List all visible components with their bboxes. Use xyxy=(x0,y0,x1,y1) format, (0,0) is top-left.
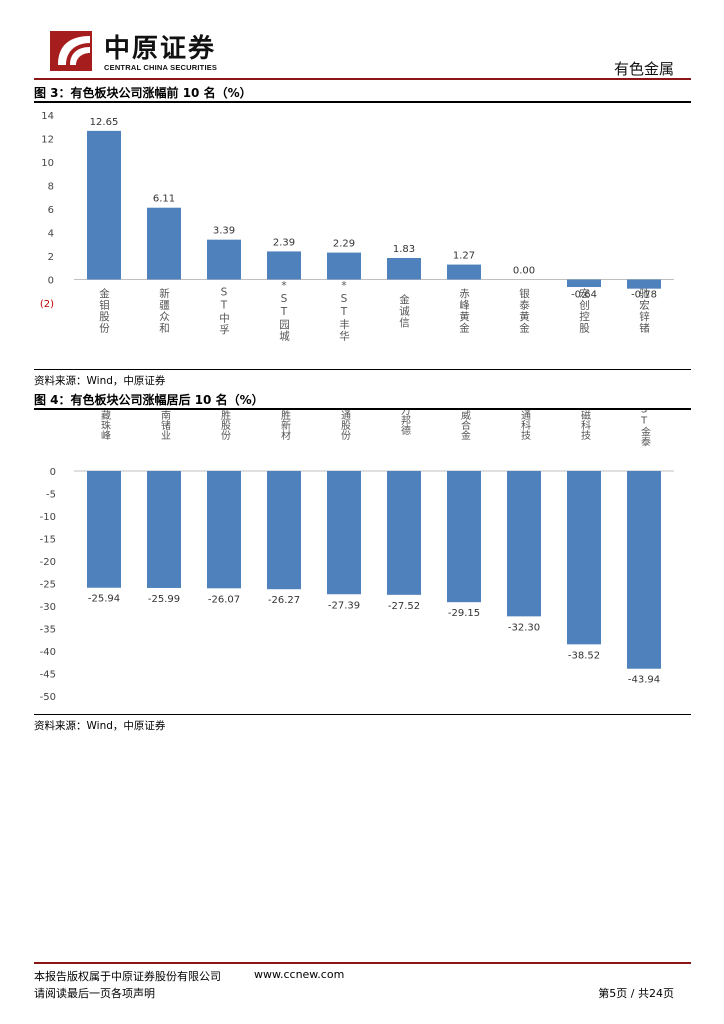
data-label: 1.27 xyxy=(453,251,475,262)
y-tick-label: -40 xyxy=(40,647,56,658)
bar xyxy=(267,251,301,280)
category-label: 金诚信 xyxy=(398,293,410,328)
report-section: 有色金属 xyxy=(613,60,674,78)
y-tick-label: -15 xyxy=(40,535,56,546)
y-tick-label: 0 xyxy=(48,276,54,287)
category-label: 银泰黄金 xyxy=(518,287,530,334)
category-label: 龙磁科技 xyxy=(579,410,591,441)
data-label: 2.29 xyxy=(333,239,355,250)
bar xyxy=(267,471,301,590)
y-tick-label: -20 xyxy=(40,557,56,568)
bar xyxy=(627,471,661,669)
category-label: *ST园城 xyxy=(278,280,290,342)
figure-4-bottom-rule xyxy=(34,714,691,715)
data-label: -26.07 xyxy=(208,594,240,605)
data-label: -26.27 xyxy=(268,595,300,606)
data-label: -38.52 xyxy=(568,650,600,661)
data-label: -32.30 xyxy=(508,622,540,633)
y-tick-label: 8 xyxy=(48,182,54,193)
category-label: 新疆众和 xyxy=(158,287,170,334)
bar xyxy=(567,279,601,288)
figure-4-top-rule xyxy=(34,408,691,410)
footer-website[interactable]: www.ccnew.com xyxy=(254,968,345,981)
bar xyxy=(327,471,361,595)
bar xyxy=(387,257,421,280)
company-logo-icon xyxy=(50,31,100,71)
figure-4-source: 资料来源：Wind，中原证券 xyxy=(34,720,166,732)
footer-copyright: 本报告版权属于中原证券股份有限公司 xyxy=(34,970,221,983)
category-label: ST中孚 xyxy=(218,287,230,336)
header-divider xyxy=(34,78,691,80)
category-label: 天通股份 xyxy=(339,410,351,441)
bar xyxy=(147,207,181,280)
data-label: 6.11 xyxy=(153,194,175,205)
bar xyxy=(87,130,121,280)
bar xyxy=(207,471,241,589)
y-tick-label: -30 xyxy=(40,602,56,613)
category-label: 鼎胜新材 xyxy=(279,410,291,440)
y-tick-label: -45 xyxy=(40,670,56,681)
category-label: 驰宏锌锗 xyxy=(638,287,650,334)
category-label: *ST金泰 xyxy=(639,410,651,447)
y-tick-label: 12 xyxy=(41,135,54,146)
bar xyxy=(207,239,241,280)
data-label: 12.65 xyxy=(90,117,119,128)
bar xyxy=(387,471,421,595)
figure-3-title: 图 3：有色板块公司涨幅前 10 名（%） xyxy=(34,86,252,100)
data-label: -0.64 xyxy=(571,290,597,301)
data-label: 3.39 xyxy=(213,226,235,237)
category-label: *ST丰华 xyxy=(338,280,350,342)
data-label: 1.83 xyxy=(393,244,415,255)
y-tick-label: -10 xyxy=(40,512,56,523)
category-label: 万邦德 xyxy=(399,410,411,436)
footer-page-number: 第5页 / 共24页 xyxy=(598,987,674,1000)
data-label: -25.94 xyxy=(88,594,120,605)
data-label: -43.94 xyxy=(628,675,660,686)
company-name-en: CENTRAL CHINA SECURITIES xyxy=(104,63,218,72)
figure-4-chart: 0 -5 -10 -15 -20 -25 -30 -35 -40 -45 -50 -25.94 西藏珠峰… xyxy=(40,410,674,703)
figure-3-top-rule xyxy=(34,101,691,103)
bar xyxy=(627,279,661,289)
y-tick-label: 14 xyxy=(41,111,54,122)
bar xyxy=(147,471,181,588)
data-label: -0.78 xyxy=(631,290,657,301)
data-label: -27.39 xyxy=(328,600,360,611)
y-tick-label: 10 xyxy=(41,158,54,169)
data-label: 0.00 xyxy=(513,266,535,277)
bar xyxy=(327,252,361,280)
figure-3-source: 资料来源：Wind，中原证券 xyxy=(34,375,166,387)
bar xyxy=(87,471,121,588)
category-label: 赤峰黄金 xyxy=(458,288,470,334)
figure-3-chart: 14 12 10 8 6 4 2 0 (2) 12.65 金钼股份 6.11 新疆众和 3.39 ST中孚 2… xyxy=(40,111,674,342)
figure-3-bottom-rule xyxy=(34,369,691,370)
category-label: 宏创控股 xyxy=(578,287,590,334)
bar xyxy=(507,471,541,617)
footer-disclaimer: 请阅读最后一页各项声明 xyxy=(34,987,155,1000)
bar xyxy=(567,471,601,645)
y-tick-label: (2) xyxy=(40,299,54,310)
y-tick-label: 6 xyxy=(48,205,54,216)
company-name-cn: 中原证券 xyxy=(104,34,217,64)
bar xyxy=(447,471,481,603)
y-tick-label: -35 xyxy=(40,625,56,636)
y-tick-label: -5 xyxy=(46,490,56,501)
y-tick-label: 2 xyxy=(48,252,54,263)
category-label: 金钼股份 xyxy=(98,287,110,334)
category-label: 博威合金 xyxy=(459,410,471,440)
data-label: -25.99 xyxy=(148,594,180,605)
data-label: -27.52 xyxy=(388,601,420,612)
y-tick-label: 4 xyxy=(48,229,54,240)
data-label: -29.15 xyxy=(448,608,480,619)
category-label: 西藏珠峰 xyxy=(99,410,111,440)
bar xyxy=(447,264,481,280)
figure-4-title: 图 4：有色板块公司涨幅居后 10 名（%） xyxy=(34,393,264,407)
category-label: 和胜股份 xyxy=(219,410,231,441)
category-label: 洛通科技 xyxy=(519,410,531,441)
y-tick-label: 0 xyxy=(50,467,56,478)
footer-divider xyxy=(34,962,691,964)
category-label: 云南锗业 xyxy=(159,410,171,440)
data-label: 2.39 xyxy=(273,237,295,248)
y-tick-label: -50 xyxy=(40,692,56,703)
y-tick-label: -25 xyxy=(40,580,56,591)
